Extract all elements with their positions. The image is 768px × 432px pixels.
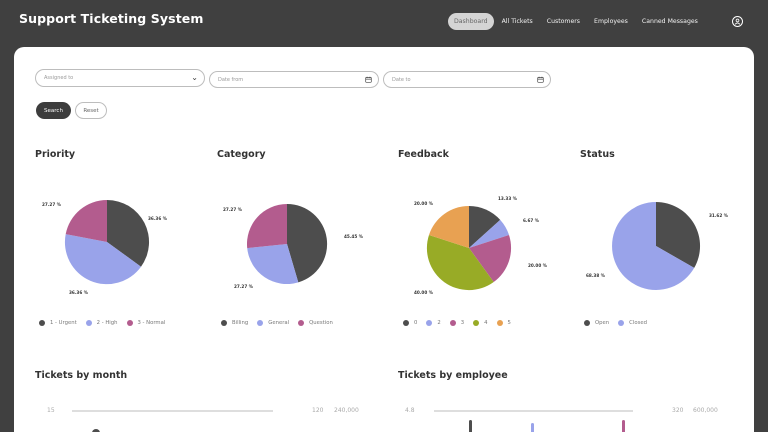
status-legend: Open Closed (584, 320, 656, 326)
chevron-down-icon: ⌄ (191, 73, 198, 82)
employee-bar[interactable] (622, 420, 625, 432)
search-button[interactable]: Search (36, 102, 71, 119)
tickets-by-month-title: Tickets by month (35, 370, 128, 381)
tickets-by-month-left-tick: 15 (47, 407, 55, 414)
reset-button[interactable]: Reset (75, 102, 107, 119)
nav-customers[interactable]: Customers (546, 18, 581, 25)
calendar-icon[interactable] (537, 76, 544, 85)
priority-label-urgent: 36.36 % (148, 216, 167, 221)
category-title: Category (217, 149, 266, 160)
legend-item[interactable]: 3 - Normal (126, 320, 165, 326)
feedback-title: Feedback (398, 149, 449, 160)
date-from-input[interactable]: Date from (209, 71, 379, 88)
legend-item[interactable]: Billing (221, 320, 248, 326)
assigned-to-placeholder: Assigned to (44, 75, 74, 81)
legend-dot-icon (298, 320, 305, 326)
nav-employees[interactable]: Employees (594, 18, 628, 25)
feedback-label-5: 20.00 % (414, 201, 433, 206)
app-title: Support Ticketing System (19, 11, 204, 26)
legend-item[interactable]: 2 (426, 320, 441, 326)
nav-canned-messages[interactable]: Canned Messages (641, 18, 698, 25)
category-label-billing: 45.45 % (344, 234, 363, 239)
legend-dot-icon (449, 320, 456, 326)
feedback-pie-chart (426, 205, 512, 291)
category-pie-chart (246, 203, 328, 285)
legend-dot-icon (221, 320, 227, 326)
status-pie-chart (612, 201, 701, 290)
status-title: Status (580, 149, 615, 160)
legend-dot-icon (496, 320, 503, 326)
category-legend: Billing General Question (221, 320, 342, 326)
date-to-placeholder: Date to (392, 76, 411, 83)
gridline (72, 410, 273, 412)
calendar-icon[interactable] (365, 76, 372, 85)
legend-item[interactable]: 0 (403, 320, 417, 326)
employee-bar[interactable] (469, 420, 472, 432)
legend-dot-icon (85, 320, 92, 326)
legend-item[interactable]: Closed (618, 320, 647, 326)
feedback-label-4: 40.00 % (414, 290, 433, 295)
legend-item[interactable]: General (257, 320, 289, 326)
tickets-by-employee-right-tick-2: 600,000 (693, 407, 718, 414)
legend-dot-icon (257, 320, 264, 326)
legend-dot-icon (126, 320, 133, 326)
priority-legend: 1 - Urgent 2 - High 3 - Normal (39, 320, 174, 326)
legend-dot-icon (584, 320, 590, 326)
category-label-question: 27.27 % (223, 207, 242, 212)
legend-item[interactable]: 2 - High (85, 320, 118, 326)
nav-dashboard[interactable]: Dashboard (448, 13, 494, 30)
nav-all-tickets[interactable]: All Tickets (501, 18, 533, 25)
gridline (434, 410, 633, 412)
tickets-by-employee-title: Tickets by employee (398, 370, 508, 381)
user-circle-icon[interactable] (732, 16, 743, 27)
date-to-input[interactable]: Date to (383, 71, 551, 88)
priority-title: Priority (35, 149, 76, 160)
date-from-placeholder: Date from (218, 76, 244, 83)
tickets-by-employee-right-tick-1: 320 (672, 407, 684, 414)
month-bar[interactable] (92, 429, 100, 432)
legend-item[interactable]: 4 (473, 320, 488, 326)
legend-dot-icon (426, 320, 433, 326)
legend-dot-icon (403, 320, 409, 326)
category-label-general: 27.27 % (234, 284, 253, 289)
status-label-open: 31.62 % (709, 213, 728, 218)
legend-item[interactable]: Question (298, 320, 333, 326)
legend-item[interactable]: 1 - Urgent (39, 320, 77, 326)
legend-dot-icon (618, 320, 625, 326)
feedback-label-3: 20.00 % (528, 263, 547, 268)
main-nav: Dashboard All Tickets Customers Employee… (448, 13, 706, 30)
legend-item[interactable]: 5 (496, 320, 511, 326)
feedback-legend: 0 2 3 4 5 (403, 320, 520, 326)
tickets-by-month-right-tick-2: 240,000 (334, 407, 359, 414)
legend-item[interactable]: 3 (449, 320, 464, 326)
legend-item[interactable]: Open (584, 320, 609, 326)
legend-dot-icon (473, 320, 480, 326)
tickets-by-employee-left-tick: 4.8 (405, 407, 415, 414)
priority-pie-chart (64, 199, 150, 285)
tickets-by-month-right-tick-1: 120 (312, 407, 324, 414)
top-bar: Support Ticketing System Dashboard All T… (0, 0, 768, 46)
dashboard-card: Assigned to ⌄ Date from Date to Search R… (14, 47, 754, 432)
feedback-label-2: 6.67 % (523, 218, 539, 223)
priority-label-high: 36.36 % (69, 290, 88, 295)
employee-bar[interactable] (531, 423, 534, 432)
assigned-to-select[interactable]: Assigned to ⌄ (35, 69, 205, 87)
legend-dot-icon (39, 320, 45, 326)
feedback-label-0: 13.33 % (498, 196, 517, 201)
priority-label-normal: 27.27 % (42, 202, 61, 207)
status-label-closed: 68.38 % (586, 273, 605, 278)
